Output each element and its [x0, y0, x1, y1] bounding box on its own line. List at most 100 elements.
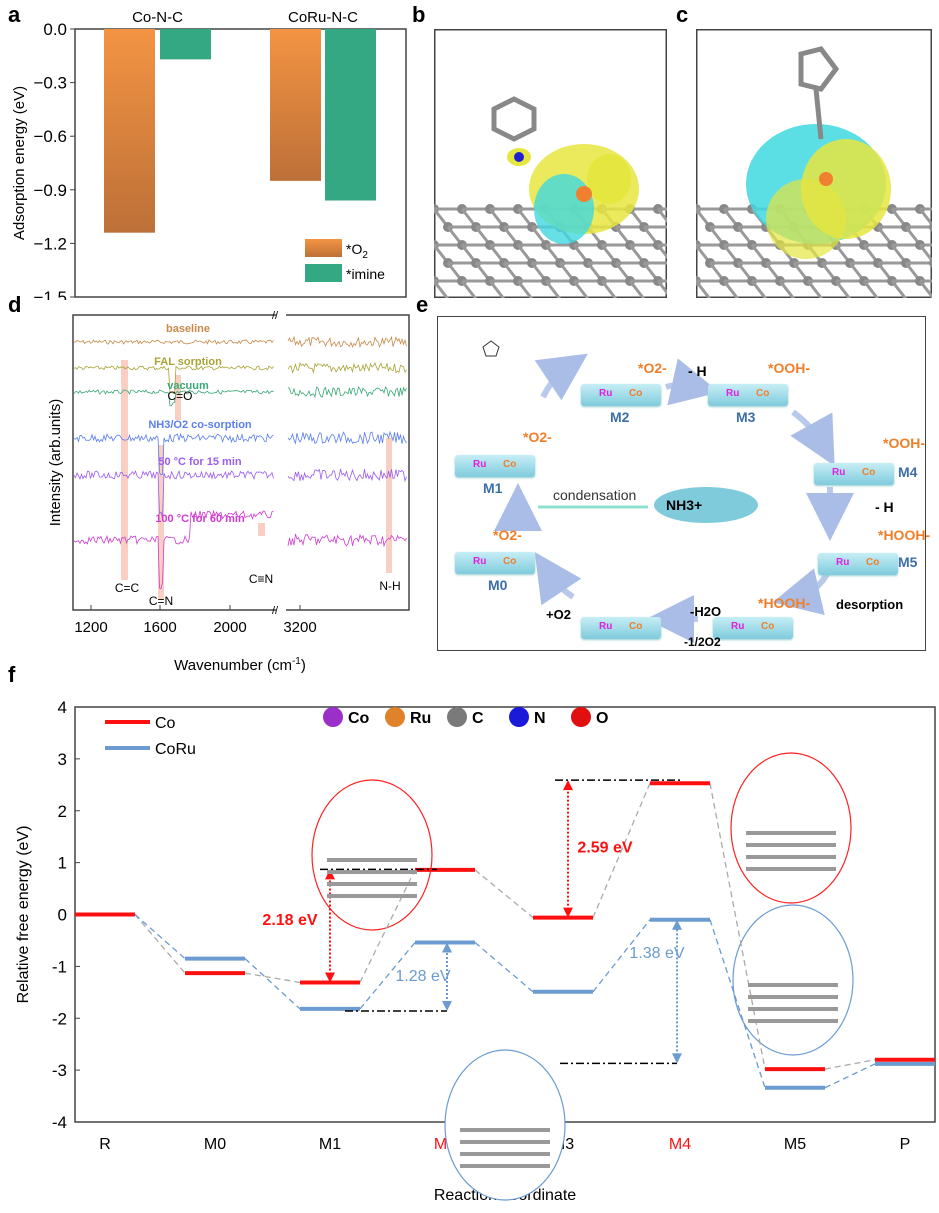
- bond: [628, 280, 646, 298]
- connector: [244, 958, 301, 1010]
- plot-frame: [72, 314, 410, 611]
- y-tick-label: −1.5: [33, 288, 67, 300]
- y-tick-label: 4: [58, 698, 67, 717]
- bond: [572, 280, 590, 298]
- x-tick-label: 2000: [213, 619, 246, 636]
- step-plus-o2: +O2: [546, 607, 571, 622]
- bond: [516, 280, 534, 298]
- arrowhead: [563, 907, 573, 918]
- band-highlight: [121, 360, 128, 580]
- cycle-arrows: [482, 340, 854, 643]
- legend-label: CoRu: [155, 741, 196, 758]
- y-tick-label: 0: [58, 906, 67, 925]
- bond: [656, 244, 667, 260]
- species-ooh-m4: *OOH-: [883, 435, 925, 451]
- peak-annotation: N-H: [379, 579, 400, 593]
- species-o2-m2: *O2-: [638, 360, 667, 376]
- slab-hooh: Ru Co: [713, 617, 793, 639]
- connector: [134, 914, 186, 960]
- state-m4: M4: [898, 464, 918, 480]
- legend-swatch: [305, 239, 342, 257]
- bond: [696, 280, 712, 298]
- bond: [460, 280, 478, 298]
- arrowhead: [325, 972, 335, 983]
- reactants-label: NH3+: [666, 497, 703, 513]
- species-ooh-m3: *OOH-: [768, 360, 810, 376]
- axis-break: //: [272, 605, 279, 617]
- bond: [834, 280, 852, 298]
- state-m3: M3: [736, 409, 756, 425]
- bond: [750, 280, 768, 298]
- x-tick-label: M1: [319, 1136, 341, 1153]
- species-o2-m0: *O2-: [493, 527, 522, 543]
- peak-annotation: C≡N: [249, 572, 273, 586]
- y-tick-label: -3: [52, 1061, 67, 1080]
- panel-label-d: d: [8, 292, 22, 317]
- atom-legend-ball: [323, 707, 343, 727]
- bond: [722, 280, 740, 298]
- structure-inset: [311, 779, 433, 931]
- peak-annotation: C=N: [149, 594, 173, 608]
- plot-frame: [74, 28, 407, 298]
- state-m2: M2: [610, 409, 630, 425]
- step-minus-h2o: -H2O: [690, 604, 722, 619]
- series-label: baseline: [166, 323, 210, 335]
- carbon-atom: [929, 222, 932, 232]
- x-axis-label: Wavenumber (cm-1): [174, 656, 306, 674]
- spectrum-4: [73, 468, 407, 518]
- y-tick-label: −1.2: [33, 234, 67, 253]
- slab-bare: Ru Co: [581, 617, 661, 639]
- legend-label: Co: [155, 715, 176, 732]
- bar-imine: [160, 29, 211, 60]
- adsorption-energy-bar-chart: 0.0 −0.3 −0.6 −0.9 −1.2 −1.5 Adsorption energy…: [11, 9, 407, 300]
- bond: [918, 280, 932, 298]
- panel-label-e: e: [416, 292, 429, 317]
- band-highlight: [258, 523, 265, 536]
- y-tick-label: 3: [58, 750, 67, 769]
- x-tick-label: M4: [669, 1136, 691, 1153]
- series-label: NH3/O2 co-sorption: [148, 419, 252, 431]
- ftir-spectra-chart: // // 1200 1600 2000 3200 Wavenumber (cm-1) Int…: [47, 310, 410, 674]
- energy-gap-label: 2.59 eV: [577, 839, 632, 856]
- bond: [890, 280, 908, 298]
- series-label: FAL sorption: [154, 356, 222, 368]
- y-tick-label: −0.3: [33, 74, 67, 93]
- spectrum-0: [73, 335, 407, 349]
- y-axis-label: Intensity (arb.units): [47, 399, 64, 527]
- category-label: Co-N-C: [132, 9, 183, 26]
- species-hooh-desorb: *HOOH-: [758, 595, 811, 611]
- series-label: 100 °C for 60 min: [155, 513, 245, 525]
- state-m5: M5: [898, 554, 918, 570]
- superscript: -1: [292, 656, 301, 667]
- peak-annotation: C=C: [115, 581, 140, 595]
- state-m0: M0: [488, 577, 508, 593]
- bond: [600, 280, 618, 298]
- y-tick-label: 2: [58, 802, 67, 821]
- slab-m2: Ru Co: [581, 384, 661, 406]
- connector: [474, 942, 534, 993]
- step-minus-h-2: - H: [875, 499, 894, 515]
- species-hooh-m5: *HOOH-: [878, 527, 931, 543]
- paren: ): [301, 657, 306, 674]
- step-minus-half-o2: -1/2O2: [684, 635, 721, 649]
- arrowhead: [325, 869, 335, 880]
- axis-break: //: [272, 310, 279, 322]
- panel-label-b: b: [412, 2, 426, 27]
- y-tick-label: -2: [52, 1009, 67, 1028]
- panel-label-f: f: [8, 662, 16, 687]
- connector: [824, 1063, 876, 1089]
- energy-gap-label: 1.38 eV: [629, 945, 684, 962]
- reaction-cycle-diagram: Ru Co Ru Co Ru Co Ru Co Ru Co Ru Co Ru Co Ru Co …: [437, 316, 930, 651]
- energy-gap-label: 2.18 eV: [262, 912, 317, 929]
- y-tick-label: -1: [52, 957, 67, 976]
- y-tick-label: −0.9: [33, 181, 67, 200]
- species-o2-m1: *O2-: [523, 429, 552, 445]
- spectrum-2: [73, 386, 407, 407]
- connector: [134, 914, 186, 974]
- bar-imine: [325, 29, 376, 201]
- band-highlight: [158, 445, 164, 600]
- arrowhead: [672, 919, 682, 930]
- atom-legend-ball: [571, 707, 591, 727]
